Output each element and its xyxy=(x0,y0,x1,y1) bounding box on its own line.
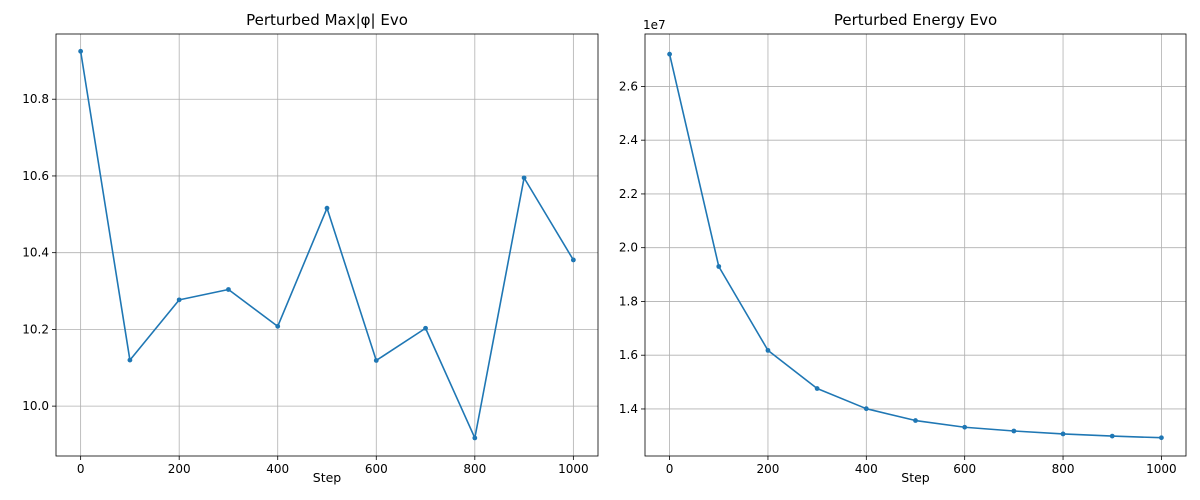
x-tick-label: 400 xyxy=(266,462,289,476)
y-tick-label: 1.4 xyxy=(619,402,638,416)
data-point xyxy=(324,205,330,211)
data-point xyxy=(913,418,918,423)
x-tick-label: 800 xyxy=(463,462,486,476)
data-point xyxy=(275,323,281,329)
x-tick-label: 1000 xyxy=(1146,462,1177,476)
data-point xyxy=(716,264,722,269)
y-tick-label: 1.8 xyxy=(619,294,638,308)
y-tick-label: 2.0 xyxy=(619,241,638,255)
y-axis-offset-label: 1e7 xyxy=(643,18,666,32)
x-tick-label: 600 xyxy=(365,462,388,476)
chart-title: Perturbed Max|φ| Evo xyxy=(246,11,408,29)
data-point xyxy=(78,48,84,54)
data-point xyxy=(765,347,771,353)
series-line xyxy=(79,51,575,439)
data-point xyxy=(1011,428,1017,434)
data-point xyxy=(863,406,869,412)
x-axis-label: Step xyxy=(901,470,930,485)
grid xyxy=(56,34,598,456)
y-tick-label: 2.6 xyxy=(619,79,638,93)
data-point xyxy=(667,51,672,57)
data-point xyxy=(814,386,820,391)
data-point xyxy=(176,297,182,303)
x-tick-label: 600 xyxy=(953,462,976,476)
x-tick-label: 0 xyxy=(666,462,674,476)
data-point xyxy=(472,435,478,441)
plot-frame xyxy=(55,33,599,457)
plot-frame xyxy=(644,33,1187,457)
y-tick-label: 10.4 xyxy=(22,246,49,260)
data-point xyxy=(570,257,576,263)
data-point xyxy=(521,175,527,181)
chart-title: Perturbed Energy Evo xyxy=(834,11,997,29)
x-tick-label: 200 xyxy=(757,462,780,476)
y-tick-label: 10.0 xyxy=(22,399,49,413)
chart-panel-energy: Perturbed Energy Evo Step 1e7 0 200 400 600… xyxy=(619,11,1187,485)
data-point xyxy=(373,358,379,363)
y-tick-label: 10.2 xyxy=(22,322,49,336)
y-tick-label: 10.6 xyxy=(22,169,49,183)
x-tick-label: 800 xyxy=(1052,462,1075,476)
data-point xyxy=(1109,433,1115,439)
data-point xyxy=(127,357,133,363)
data-point xyxy=(962,424,968,430)
y-tick-label: 2.2 xyxy=(619,187,638,201)
x-tick-label: 1000 xyxy=(558,462,589,476)
x-tick-label: 200 xyxy=(168,462,191,476)
y-tick-label: 1.6 xyxy=(619,348,638,362)
x-tick-label: 400 xyxy=(855,462,878,476)
data-point xyxy=(423,325,428,331)
y-tick-label: 10.8 xyxy=(22,92,49,106)
data-point xyxy=(1060,431,1066,437)
x-axis-label: Step xyxy=(313,470,342,485)
grid xyxy=(645,34,1186,456)
series-line xyxy=(668,53,1162,439)
data-point xyxy=(226,287,231,292)
x-tick-label: 0 xyxy=(77,462,85,476)
y-tick-label: 2.4 xyxy=(619,133,638,147)
chart-panel-max-phi: Perturbed Max|φ| Evo Step 0 200 400 600 800 1… xyxy=(22,11,599,485)
data-point xyxy=(1159,435,1164,441)
